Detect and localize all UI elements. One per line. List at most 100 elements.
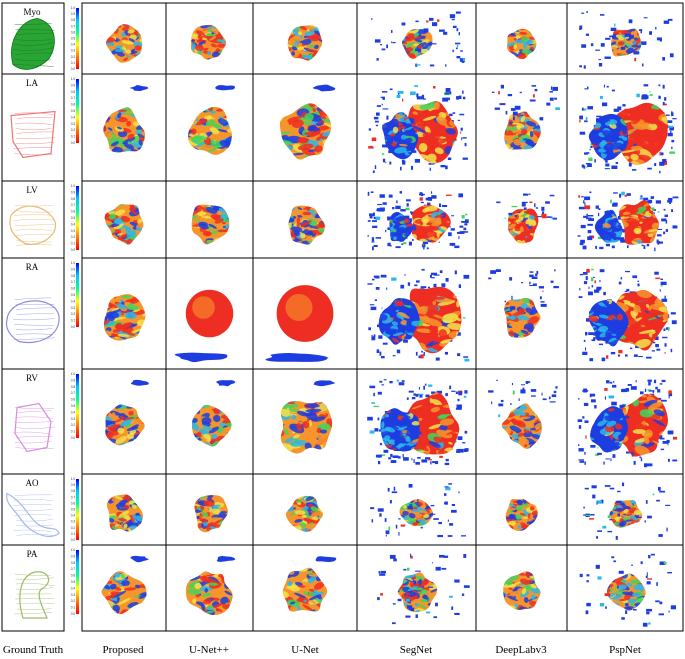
column-label-gt: Ground Truth [3, 644, 64, 656]
prediction-rv-proposed-blue [130, 379, 149, 386]
row-frame [81, 2, 684, 75]
colorbar-tick: 0.3 [71, 417, 76, 421]
prediction-la-unet [279, 103, 332, 160]
colorbar-tick: 0.9 [71, 83, 76, 87]
prediction-myo-segnet [401, 28, 433, 59]
colorbar-tick: 0.3 [71, 520, 76, 524]
colorbar-tick: 0.1 [71, 135, 76, 139]
colorbar-tick: 0.9 [71, 267, 76, 271]
prediction-lv-deeplab-noise [496, 193, 558, 220]
prediction-ao-pspnet-noise [583, 482, 671, 540]
colorbar-tick: 1.0 [71, 372, 76, 376]
colorbar-tick: 0.7 [71, 24, 76, 28]
ground-truth-lv [9, 204, 56, 246]
prediction-lv-unet [288, 205, 326, 245]
colorbar-tick: 0.4 [71, 514, 76, 518]
colorbar-tick: 1.0 [71, 261, 76, 265]
prediction-myo-unetpp [190, 24, 228, 60]
colorbar-tick: 0.2 [71, 312, 76, 316]
colorbar-tick: 0.1 [71, 606, 76, 610]
colorbar-tick: 0.9 [71, 483, 76, 487]
row-label-myo: Myo [23, 7, 41, 17]
colorbar-tick: 0.7 [71, 495, 76, 499]
ground-truth-ra [5, 297, 60, 343]
column-label-unet: U-Net [291, 644, 319, 656]
prediction-pa-unetpp-blue [216, 556, 236, 562]
colorbar-tick: 0.9 [71, 12, 76, 16]
colorbar-tick: 0.5 [71, 109, 76, 113]
column-label-deeplab: DeepLabv3 [495, 644, 547, 656]
prediction-ra-unet-highlight [285, 293, 313, 322]
ground-truth-pa [14, 571, 55, 619]
colorbar-tick: 0.6 [71, 210, 76, 214]
colorbar-tick: 0.9 [71, 378, 76, 382]
prediction-pa-unet [282, 567, 329, 612]
prediction-ra-unetpp-blue [174, 352, 228, 363]
colorbar-rv [76, 374, 79, 438]
prediction-ao-deeplab [505, 498, 539, 531]
colorbar-tick: 0.7 [71, 391, 76, 395]
colorbar-tick: 0.5 [71, 293, 76, 297]
colorbar-tick: 1.0 [71, 6, 76, 10]
colorbar-tick: 0.5 [71, 580, 76, 584]
prediction-ra-unetpp-highlight [192, 296, 215, 319]
colorbar-tick: 0.2 [71, 423, 76, 427]
prediction-ao-unet [285, 495, 325, 532]
colorbar-ra [76, 263, 79, 327]
colorbar-tick: 0.0 [71, 325, 76, 329]
colorbar-tick: 0.0 [71, 141, 76, 145]
colorbar-tick: 0.1 [71, 532, 76, 536]
colorbar-tick: 0.4 [71, 222, 76, 226]
row-label-la: LA [26, 78, 38, 88]
cell-frame [1, 544, 65, 632]
prediction-pa-deeplab [503, 571, 542, 611]
colorbar-tick: 0.8 [71, 385, 76, 389]
colorbar-tick: 0.6 [71, 501, 76, 505]
colorbar-tick: 0.0 [71, 67, 76, 71]
prediction-la-deeplab [504, 111, 542, 150]
column-label-pspnet: PspNet [609, 644, 641, 656]
colorbar-tick: 0.2 [71, 526, 76, 530]
prediction-ao-pspnet [609, 500, 643, 528]
prediction-rv-segnet-left [380, 408, 420, 452]
prediction-rv-proposed [105, 404, 147, 446]
prediction-rv-deeplab-noise [488, 379, 558, 418]
colorbar-tick: 0.4 [71, 43, 76, 47]
prediction-la-proposed-blue [129, 85, 149, 92]
ground-truth-la [10, 110, 56, 159]
colorbar-tick: 0.0 [71, 436, 76, 440]
row-label-pa: PA [27, 549, 38, 559]
colorbar-tick: 0.1 [71, 430, 76, 434]
colorbar-tick: 0.0 [71, 538, 76, 542]
colorbar-tick: 0.1 [71, 319, 76, 323]
ground-truth-ao [6, 492, 60, 537]
colorbar-tick: 0.5 [71, 37, 76, 41]
prediction-rv-unetpp [191, 404, 233, 447]
colorbar-tick: 1.0 [71, 77, 76, 81]
cell-frame [1, 368, 65, 475]
colorbar-tick: 0.5 [71, 216, 76, 220]
prediction-ao-proposed [106, 494, 144, 532]
prediction-la-proposed [103, 107, 146, 153]
colorbar-tick: 0.6 [71, 30, 76, 34]
colorbar-tick: 0.2 [71, 55, 76, 59]
prediction-myo-segnet-noise [370, 11, 466, 67]
ground-truth-myo [11, 17, 55, 70]
prediction-lv-proposed [104, 204, 145, 245]
colorbar-tick: 0.8 [71, 561, 76, 565]
prediction-ao-segnet-noise [370, 483, 466, 538]
colorbar-ao [76, 479, 79, 540]
colorbar-tick: 0.5 [71, 508, 76, 512]
colorbar-tick: 0.7 [71, 203, 76, 207]
row-label-ao: AO [26, 478, 39, 488]
colorbar-tick: 0.3 [71, 122, 76, 126]
prediction-myo-pspnet-noise [579, 11, 674, 69]
colorbar-lv [76, 186, 79, 250]
colorbar-tick: 0.8 [71, 18, 76, 22]
prediction-myo-proposed [106, 24, 143, 63]
prediction-la-unet-blue [312, 84, 336, 92]
colorbar-tick: 0.4 [71, 299, 76, 303]
colorbar-tick: 0.6 [71, 103, 76, 107]
colorbar-tick: 0.3 [71, 229, 76, 233]
